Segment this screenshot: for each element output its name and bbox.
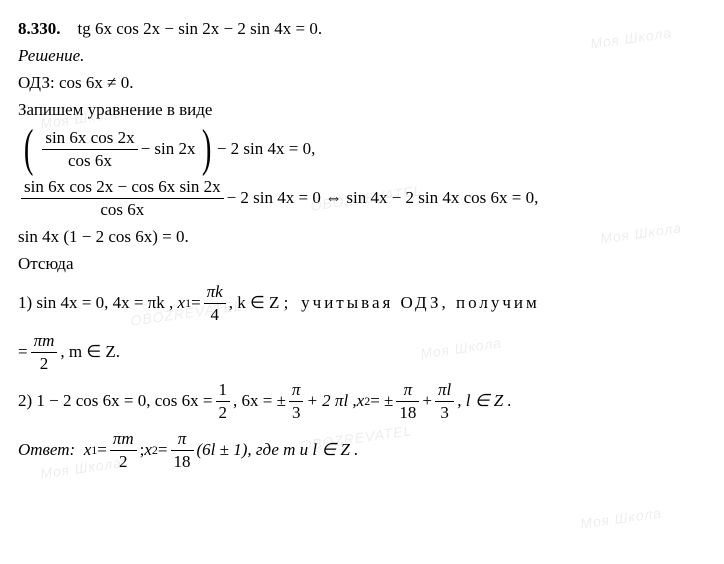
fraction: π 18 xyxy=(396,380,419,423)
fraction: sin 6x cos 2x − cos 6x sin 2x cos 6x xyxy=(21,177,224,220)
fraction: πl 3 xyxy=(435,380,454,423)
step2: sin 6x cos 2x − cos 6x sin 2x cos 6x − 2… xyxy=(18,177,706,220)
fraction: sin 6x cos 2x cos 6x xyxy=(42,128,137,171)
left-paren: ( xyxy=(24,131,34,167)
odz-label: ОДЗ: xyxy=(18,73,55,92)
odz-expr: cos 6x ≠ 0. xyxy=(59,73,134,92)
case2: 2) 1 − 2 cos 6x = 0, cos 6x = 1 2 , 6x =… xyxy=(18,380,706,423)
problem-number: 8.330. xyxy=(18,19,61,38)
problem-line: 8.330. tg 6x cos 2x − sin 2x − 2 sin 4x … xyxy=(18,18,706,41)
fraction: πk 4 xyxy=(204,282,226,325)
answer: Ответ: x1 = πm 2 ; x2 = π 18 (6l ± 1) , … xyxy=(18,429,706,472)
fraction: π 18 xyxy=(171,429,194,472)
main-equation: tg 6x cos 2x − sin 2x − 2 sin 4x = 0. xyxy=(78,19,323,38)
step3: sin 4x (1 − 2 cos 6x) = 0. xyxy=(18,226,706,249)
right-paren: ) xyxy=(201,131,211,167)
odz-line: ОДЗ: cos 6x ≠ 0. xyxy=(18,72,706,95)
step1: ( sin 6x cos 2x cos 6x − sin 2x ) − 2 si… xyxy=(18,128,706,171)
fraction: πm 2 xyxy=(110,429,137,472)
hence: Отсюда xyxy=(18,253,706,276)
fraction: 1 2 xyxy=(216,380,231,423)
rewrite-text: Запишем уравнение в виде xyxy=(18,99,706,122)
fraction: πm 2 xyxy=(31,331,58,374)
fraction: π 3 xyxy=(289,380,304,423)
answer-label: Ответ: xyxy=(18,440,75,460)
case1: 1) sin 4x = 0, 4x = πk , x1 = πk 4 , k ∈… xyxy=(18,282,706,325)
case1-cont: = πm 2 , m ∈ Z. xyxy=(18,331,706,374)
solution-label: Решение. xyxy=(18,45,706,68)
